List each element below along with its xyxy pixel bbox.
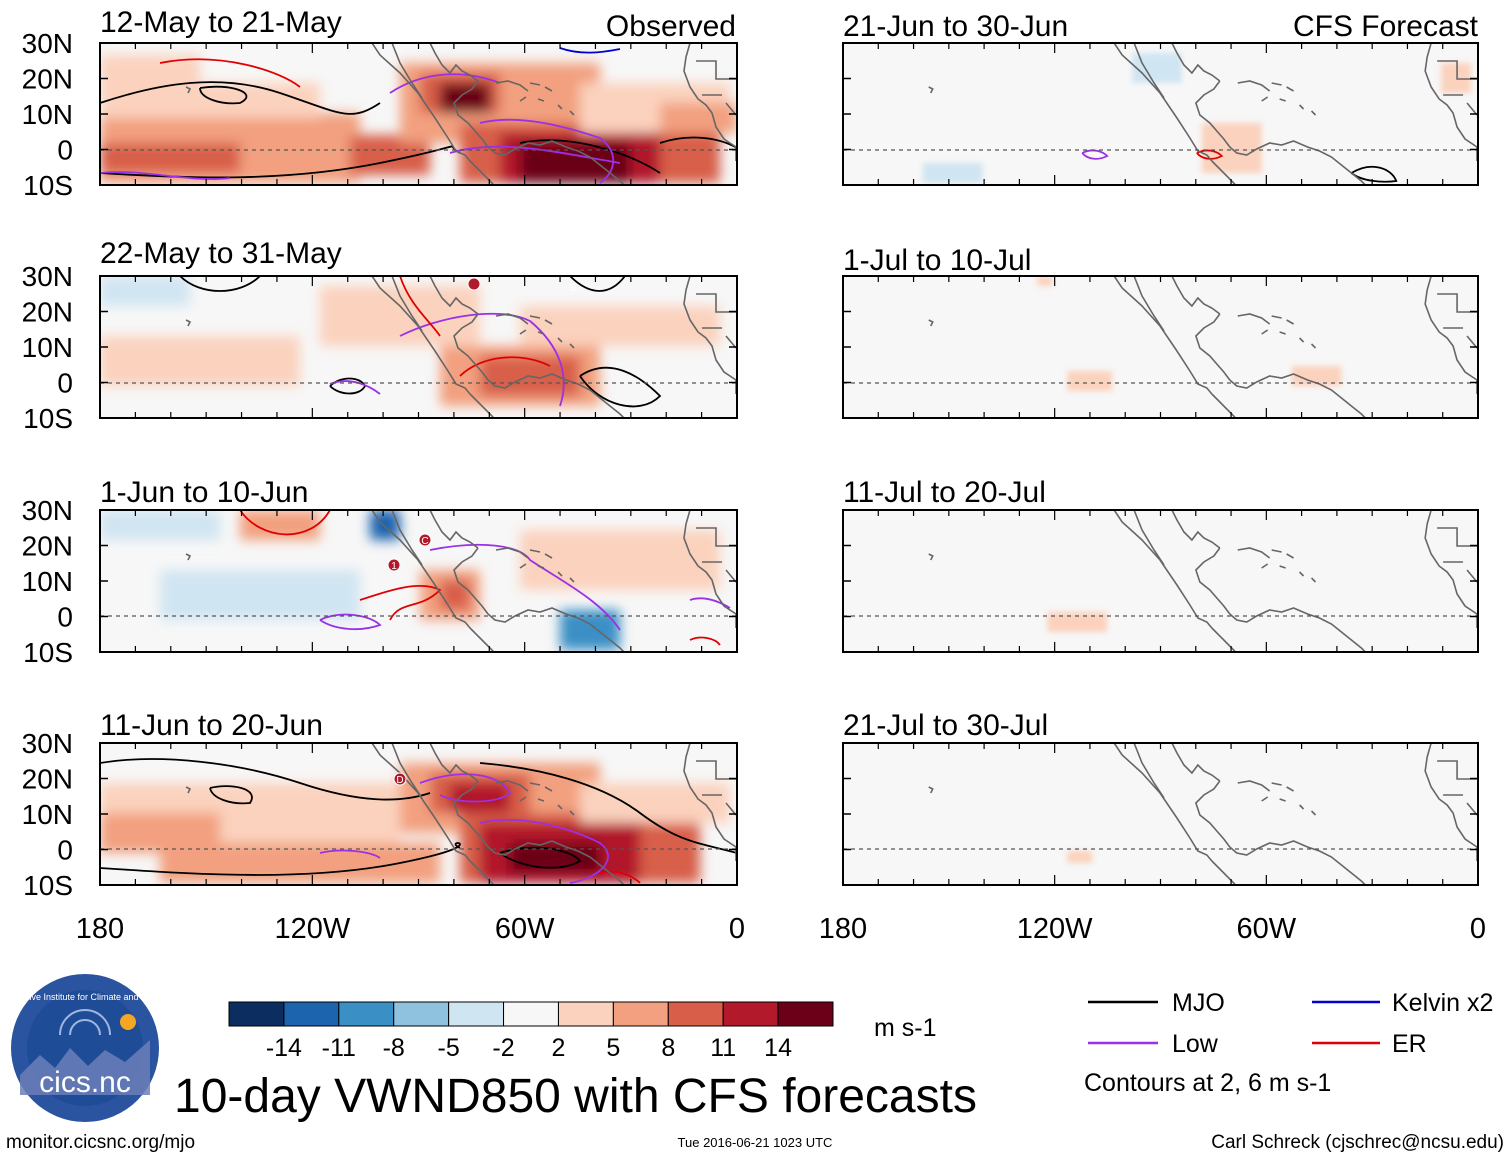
y-tick-label: 0 xyxy=(57,368,73,399)
y-tick-label: 30N xyxy=(22,495,73,526)
colorbar-tick-label: -11 xyxy=(322,1034,356,1062)
legend-label-kelvin: Kelvin x2 xyxy=(1392,989,1493,1017)
colorbar-tick-label: 2 xyxy=(552,1034,566,1062)
y-tick-label: 20N xyxy=(22,531,73,562)
panel-observed-2 xyxy=(99,275,738,419)
storm-marker-d: D xyxy=(396,775,403,786)
y-tick-label: 10S xyxy=(23,637,73,668)
y-tick-label: 20N xyxy=(22,64,73,95)
colorbar-tick-label: -2 xyxy=(492,1034,514,1062)
colorbar-tick-label: 11 xyxy=(710,1034,736,1062)
y-tick-label: 0 xyxy=(57,135,73,166)
panel-title-fc-4: 21-Jul to 30-Jul xyxy=(843,709,1048,742)
contour-legend: MJO Kelvin x2 Low ER Contours at 2, 6 m … xyxy=(1084,989,1493,1097)
y-tick-label: 10S xyxy=(23,170,73,201)
panel-observed-1 xyxy=(99,42,738,186)
panel-title-obs-2: 22-May to 31-May xyxy=(100,237,342,270)
x-tick-label: 180 xyxy=(819,913,867,945)
legend-note: Contours at 2, 6 m s-1 xyxy=(1084,1069,1331,1097)
footer-timestamp: Tue 2016-06-21 1023 UTC xyxy=(678,1135,833,1150)
panel-forecast-3 xyxy=(842,509,1479,653)
colorbar-swatch xyxy=(228,1001,285,1027)
panel-forecast-2 xyxy=(842,275,1479,419)
colorbar-swatch xyxy=(338,1001,395,1027)
colorbar-swatch xyxy=(612,1001,669,1027)
x-tick-label: 120W xyxy=(274,913,350,945)
logo-ring-text: Cooperative Institute for Climate and Sa… xyxy=(0,992,178,1002)
panel-title-obs-1: 12-May to 21-May xyxy=(100,6,342,39)
y-tick-label: 20N xyxy=(22,297,73,328)
y-tick-label: 20N xyxy=(22,764,73,795)
y-tick-label: 30N xyxy=(22,28,73,59)
figure-title: 10-day VWND850 with CFS forecasts xyxy=(174,1070,977,1123)
x-tick-label: 0 xyxy=(729,913,745,945)
colorbar-swatch xyxy=(557,1001,614,1027)
cics-logo: cics.nc Cooperative Institute for Climat… xyxy=(0,974,178,1122)
colorbar-tick-label: -14 xyxy=(266,1034,302,1062)
storm-marker-c: C xyxy=(421,536,428,547)
y-tick-label: 10N xyxy=(22,799,73,830)
panel-title-obs-4: 11-Jun to 20-Jun xyxy=(100,709,323,742)
y-tick-label: 10S xyxy=(23,403,73,434)
x-tick-label: 60W xyxy=(495,913,555,945)
y-tick-label: 10N xyxy=(22,99,73,130)
x-tick-label: 0 xyxy=(1470,913,1486,945)
column-header-observed: Observed xyxy=(606,10,736,43)
footer-url: monitor.cicsnc.org/mjo xyxy=(6,1132,195,1153)
legend-label-er: ER xyxy=(1392,1030,1427,1058)
panel-title-fc-2: 1-Jul to 10-Jul xyxy=(843,244,1031,277)
panel-observed-3 xyxy=(99,509,738,653)
x-tick-label: 120W xyxy=(1017,913,1093,945)
colorbar-swatch xyxy=(503,1001,559,1027)
legend-label-mjo: MJO xyxy=(1172,989,1225,1017)
colorbar-swatch xyxy=(667,1001,724,1027)
panel-title-obs-3: 1-Jun to 10-Jun xyxy=(100,476,308,509)
colorbar-tick-label: -8 xyxy=(383,1034,405,1062)
colorbar-tick-label: -5 xyxy=(438,1034,460,1062)
colorbar-tick-label: 8 xyxy=(661,1034,675,1062)
colorbar-swatch xyxy=(393,1001,450,1027)
colorbar: -14 -11 -8 -5 -2 2 5 8 11 14 xyxy=(228,1001,834,1062)
panel-title-fc-3: 11-Jul to 20-Jul xyxy=(843,476,1046,509)
panel-observed-4 xyxy=(99,742,738,886)
storm-marker-b: B xyxy=(571,283,578,294)
axes-layer: 30N 20N 10N 0 10S 30N 20N 10N 0 10S 30N 20N 10N 0 10S 3… xyxy=(22,28,1486,945)
colorbar-swatch xyxy=(448,1001,505,1027)
column-header-forecast: CFS Forecast xyxy=(1293,10,1479,43)
y-tick-label: 10N xyxy=(22,332,73,363)
footer-author: Carl Schreck (cjschrec@ncsu.edu) xyxy=(1211,1132,1504,1153)
y-tick-label: 30N xyxy=(22,261,73,292)
y-tick-label: 30N xyxy=(22,728,73,759)
y-tick-label: 10S xyxy=(23,870,73,901)
y-tick-label: 10N xyxy=(22,566,73,597)
y-tick-label: 0 xyxy=(57,602,73,633)
colorbar-tick-label: 14 xyxy=(764,1034,792,1062)
colorbar-swatch xyxy=(777,1001,834,1027)
panel-forecast-1 xyxy=(842,42,1479,186)
colorbar-swatch xyxy=(722,1001,779,1027)
panel-title-fc-1: 21-Jun to 30-Jun xyxy=(843,10,1068,43)
colorbar-tick-label: 5 xyxy=(606,1034,620,1062)
logo-name: cics.nc xyxy=(39,1066,131,1099)
x-tick-label: 60W xyxy=(1237,913,1297,945)
x-tick-label: 180 xyxy=(76,913,124,945)
colorbar-swatch xyxy=(283,1001,340,1027)
legend-label-low: Low xyxy=(1172,1030,1219,1058)
panel-forecast-4 xyxy=(842,742,1479,886)
colorbar-units: m s-1 xyxy=(874,1014,937,1042)
storm-marker-1: 1 xyxy=(391,561,397,572)
y-tick-label: 0 xyxy=(57,835,73,866)
